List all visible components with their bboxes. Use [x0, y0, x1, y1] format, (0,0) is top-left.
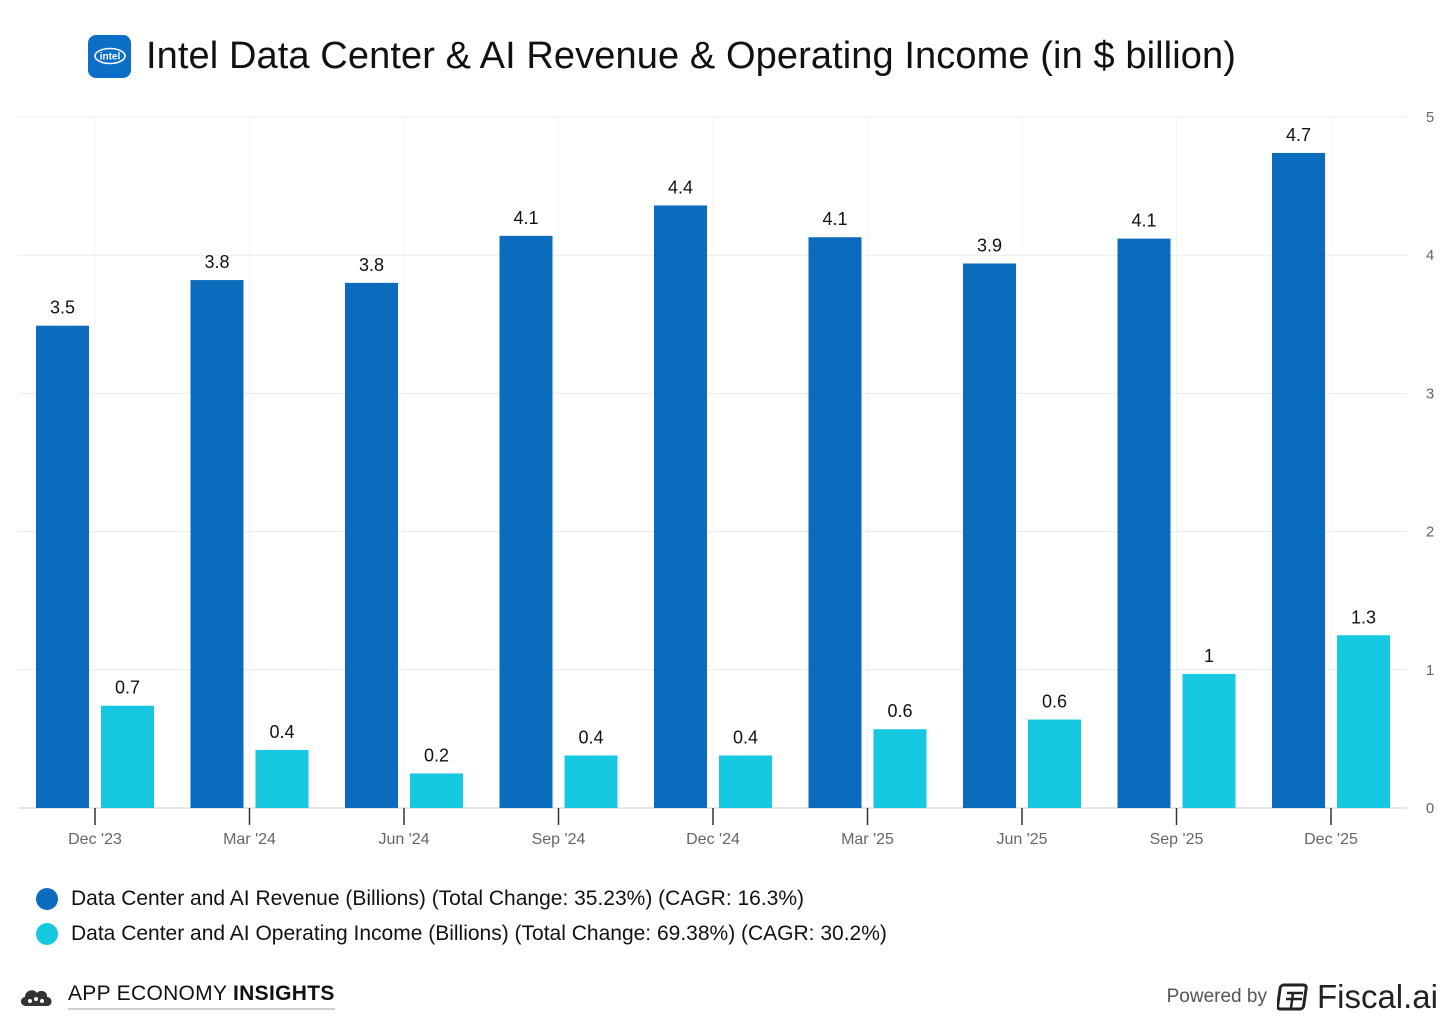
data-label-revenue: 3.9 [977, 235, 1002, 255]
data-label-revenue: 3.5 [50, 298, 75, 318]
bar-operating-income [1028, 719, 1081, 808]
legend-item-revenue[interactable]: Data Center and AI Revenue (Billions) (T… [36, 881, 887, 916]
data-label-operating-income: 0.7 [115, 678, 140, 698]
y-tick-label: 5 [1426, 109, 1434, 126]
legend-label-operating-income: Data Center and AI Operating Income (Bil… [71, 921, 887, 945]
legend-dot-revenue [36, 887, 58, 910]
data-label-revenue: 3.8 [204, 252, 229, 272]
data-label-operating-income: 0.4 [578, 727, 603, 747]
legend: Data Center and AI Revenue (Billions) (T… [36, 881, 887, 951]
bar-operating-income [1182, 673, 1236, 808]
brand-name: APP ECONOMY INSIGHTS [68, 982, 335, 1010]
bars [36, 152, 1390, 809]
fiscal-logo-icon [1276, 983, 1308, 1011]
cloud-logo-icon [20, 990, 52, 1006]
bar-chart: 3.5 3.8 3.8 4.1 4.4 4.1 3.9 4.1 4.7 0.7 0.4 0.2 0.4 0… [18, 109, 1434, 848]
legend-label-revenue: Data Center and AI Revenue (Billions) (T… [71, 886, 805, 910]
bar-revenue [1117, 238, 1171, 809]
x-tick-label: Mar '24 [223, 831, 276, 848]
bar-operating-income [101, 705, 154, 808]
bar-operating-income [1337, 635, 1390, 808]
x-tick-label: Mar '25 [841, 831, 894, 848]
y-tick-label: 2 [1426, 524, 1434, 541]
data-label-operating-income: 1.3 [1351, 607, 1376, 627]
x-tick-label: Dec '25 [1304, 831, 1358, 848]
legend-dot-operating-income [36, 922, 58, 945]
y-axis: 0 1 2 3 4 5 [1426, 109, 1434, 817]
data-label-operating-income: 0.6 [1042, 692, 1067, 712]
x-tick-label: Jun '25 [996, 831, 1047, 848]
footer-powered-by: Powered by Fiscal.ai [1167, 978, 1438, 1016]
grid-lines [18, 116, 1407, 809]
y-tick-label: 0 [1426, 800, 1434, 817]
bar-operating-income [719, 755, 772, 808]
bar-revenue [345, 282, 398, 809]
intel-logo-text: intel [99, 52, 120, 63]
intel-logo-icon: intel [88, 34, 131, 78]
bar-revenue [963, 263, 1016, 808]
data-label-operating-income: 0.4 [733, 727, 758, 747]
x-tick-label: Sep '25 [1150, 831, 1204, 848]
chart-title: Intel Data Center & AI Revenue & Operati… [146, 35, 1236, 77]
y-tick-label: 3 [1426, 385, 1434, 402]
data-label-operating-income: 1 [1204, 646, 1214, 666]
y-tick-label: 1 [1426, 662, 1434, 679]
data-label-revenue: 4.7 [1286, 125, 1311, 145]
fiscal-brand: Fiscal.ai [1316, 978, 1438, 1015]
bar-revenue [654, 205, 707, 808]
data-label-operating-income: 0.6 [887, 701, 912, 721]
brand-name-regular: APP ECONOMY [68, 982, 234, 1005]
bar-revenue [190, 280, 244, 808]
data-label-revenue: 4.1 [1131, 211, 1156, 231]
bar-revenue [499, 235, 553, 809]
data-label-revenue: 4.1 [822, 209, 847, 229]
data-label-operating-income: 0.2 [424, 745, 449, 765]
data-label-revenue: 4.4 [668, 177, 693, 197]
x-tick-label: Sep '24 [532, 831, 586, 848]
data-label-revenue: 3.8 [359, 255, 384, 275]
bar-operating-income [255, 749, 309, 808]
legend-item-operating-income[interactable]: Data Center and AI Operating Income (Bil… [36, 916, 887, 951]
bar-operating-income [564, 755, 618, 808]
x-tick-label: Dec '24 [686, 831, 740, 848]
x-tick-label: Jun '24 [378, 831, 429, 848]
bar-revenue [808, 237, 862, 808]
bar-revenue [36, 325, 89, 808]
footer-brand: APP ECONOMY INSIGHTS [18, 982, 335, 1010]
data-label-operating-income: 0.4 [269, 722, 294, 742]
bar-operating-income [873, 729, 927, 808]
title-row: intel Intel Data Center & AI Revenue & O… [88, 28, 1236, 84]
x-axis: Dec '23 Mar '24 Jun '24 Sep '24 Dec '24 Mar '… [68, 808, 1358, 848]
data-labels: 3.5 3.8 3.8 4.1 4.4 4.1 3.9 4.1 4.7 0.7 0.4 0.2 0.4 0… [50, 125, 1376, 766]
brand-name-bold: INSIGHTS [233, 982, 335, 1005]
x-tick-label: Dec '23 [68, 831, 122, 848]
bar-operating-income [410, 773, 463, 808]
powered-by-label: Powered by [1166, 986, 1267, 1007]
data-label-revenue: 4.1 [513, 208, 538, 228]
bar-revenue [1272, 152, 1325, 808]
y-tick-label: 4 [1426, 247, 1434, 264]
